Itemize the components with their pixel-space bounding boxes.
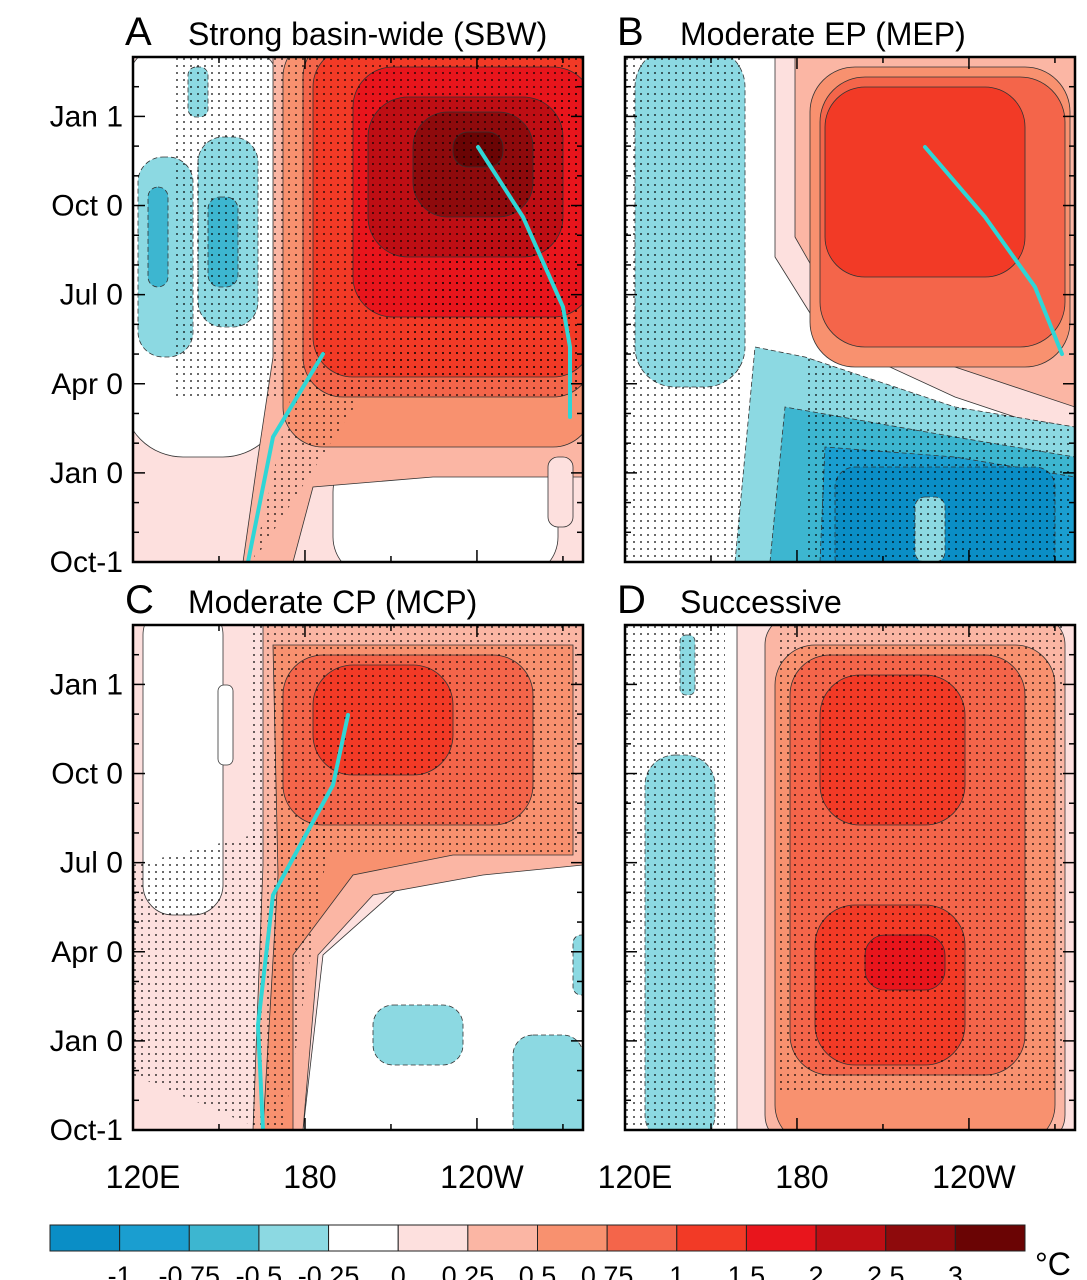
colorbar-label: 1.5: [728, 1261, 766, 1280]
contour-field: [625, 625, 1075, 1130]
colorbar-swatch: [328, 1224, 399, 1252]
panel-title: Strong basin-wide (SBW): [188, 16, 547, 52]
colorbar-label: 2.5: [867, 1261, 905, 1280]
panel-a: Jan 1 Oct 0 Jul 0 Apr 0 Jan 0 Oct-1 A Strong ba…: [50, 10, 585, 579]
panel-c: Jan 1 Oct 0 Jul 0 Apr 0 Jan 0 Oct-1 120E 180 120…: [50, 578, 585, 1195]
panel-letter: C: [125, 578, 154, 622]
y-tick-label: Oct-1: [50, 546, 123, 579]
contour-field: [133, 57, 583, 562]
y-tick-label: Oct 0: [51, 190, 123, 223]
contour-field: [133, 625, 583, 1130]
x-tick-label: 120W: [932, 1159, 1016, 1195]
colorbar: -1 -0.75 -0.5 -0.25 0 0.25 0.5 0.75 1 1.5 2 2.5 3 °C: [49, 1224, 1071, 1280]
colorbar-unit: °C: [1035, 1246, 1071, 1280]
colorbar-swatch: [885, 1224, 956, 1252]
y-tick-label: Oct 0: [51, 758, 123, 791]
contour-region: [547, 456, 574, 528]
colorbar-label: 0.5: [519, 1261, 557, 1280]
x-tick-label: 120W: [440, 1159, 524, 1195]
colorbar-label: 0.25: [442, 1261, 495, 1280]
y-tick-label: Jan 1: [50, 100, 123, 133]
colorbar-label: -1: [108, 1261, 132, 1280]
significance-stippling: [625, 625, 725, 1130]
significance-stippling: [625, 57, 745, 562]
y-tick-label: Jul 0: [60, 847, 123, 880]
panel-letter: B: [617, 10, 644, 54]
panel-title: Moderate CP (MCP): [188, 584, 477, 620]
colorbar-swatch: [745, 1224, 817, 1252]
contour-region: [572, 934, 583, 996]
x-tick-label: 120E: [106, 1159, 181, 1195]
significance-stippling: [805, 357, 1075, 562]
contour-region: [512, 1034, 583, 1130]
colorbar-swatch: [258, 1224, 330, 1252]
propagation-line: [246, 352, 325, 562]
colorbar-label: 1: [669, 1261, 684, 1280]
propagation-line: [255, 713, 350, 1130]
colorbar-label: 3: [948, 1261, 963, 1280]
panel-frame: [623, 55, 1077, 564]
propagation-line: [476, 145, 572, 419]
y-tick-label: Jan 1: [50, 668, 123, 701]
panel-frame: [623, 623, 1077, 1132]
colorbar-label: 0.75: [581, 1261, 634, 1280]
colorbar-swatch: [397, 1224, 469, 1252]
panel-title: Successive: [680, 584, 842, 620]
y-tick-label: Oct-1: [50, 1114, 123, 1147]
contour-region: [217, 684, 234, 766]
colorbar-swatch: [467, 1224, 539, 1252]
colorbar-label: 2: [809, 1261, 824, 1280]
y-tick-label: Apr 0: [51, 936, 123, 969]
panel-letter: A: [125, 10, 152, 54]
colorbar-label: -0.5: [236, 1261, 283, 1280]
panel-title: Moderate EP (MEP): [680, 16, 966, 52]
panel-d: 120E 180 120W D Successive: [598, 578, 1077, 1195]
colorbar-swatch: [49, 1224, 121, 1252]
colorbar-label: -0.75: [159, 1261, 221, 1280]
colorbar-swatch: [676, 1224, 747, 1252]
y-tick-label: Jan 0: [50, 1025, 123, 1058]
y-tick-label: Jul 0: [60, 279, 123, 312]
y-tick-label: Apr 0: [51, 368, 123, 401]
y-tick-label: Jan 0: [50, 457, 123, 490]
significance-stippling: [133, 815, 333, 1130]
panel-frame: [131, 55, 585, 564]
x-tick-label: 120E: [598, 1159, 673, 1195]
contour-region: [824, 86, 1026, 278]
colorbar-swatch: [537, 1224, 608, 1252]
panel-b: B Moderate EP (MEP): [617, 10, 1077, 564]
colorbar-label: 0: [391, 1261, 406, 1280]
contour-field: [625, 57, 1075, 562]
colorbar-swatch: [188, 1224, 260, 1252]
panel-frame: [131, 623, 585, 1132]
colorbar-swatch: [119, 1224, 190, 1252]
x-tick-label: 180: [283, 1159, 336, 1195]
colorbar-label: -0.25: [298, 1261, 360, 1280]
colorbar-swatch: [606, 1224, 678, 1252]
contour-region: [147, 186, 169, 288]
propagation-line: [923, 145, 1064, 356]
contour-region: [372, 1004, 464, 1066]
x-tick-label: 180: [775, 1159, 828, 1195]
colorbar-swatch: [954, 1224, 1026, 1252]
significance-stippling: [253, 625, 583, 855]
panel-letter: D: [617, 578, 646, 622]
colorbar-swatch: [815, 1224, 887, 1252]
significance-stippling: [775, 625, 1065, 1095]
